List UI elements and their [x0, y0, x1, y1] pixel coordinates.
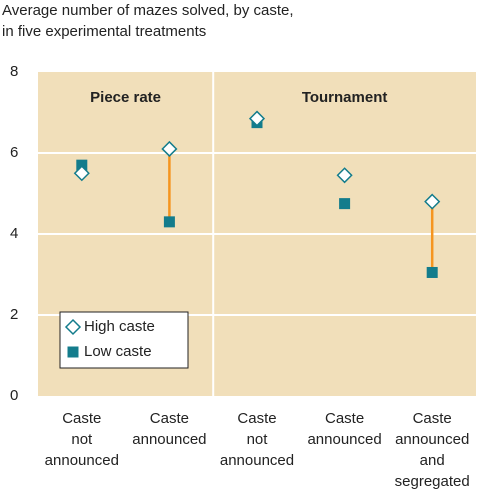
marker-diamond — [73, 165, 90, 182]
marker-diamond — [424, 193, 441, 210]
legend-label: Low caste — [84, 343, 152, 360]
y-tick-label: 2 — [10, 306, 18, 323]
x-tick-label: Caste announced and segregated — [394, 410, 470, 490]
chart-title: Average number of mazes solved, by caste… — [2, 2, 294, 40]
x-tick-label: Caste announced — [132, 410, 207, 448]
marker-diamond — [336, 167, 353, 184]
y-tick-label: 8 — [10, 63, 18, 80]
marker-diamond — [161, 140, 178, 158]
marker-square — [76, 159, 88, 171]
y-tick-label: 6 — [10, 144, 18, 161]
marker-diamond — [64, 318, 82, 336]
group-label: Tournament — [302, 89, 388, 106]
y-tick-label: 0 — [10, 387, 18, 404]
legend-label: High caste — [84, 318, 155, 335]
legend-box — [59, 311, 189, 369]
x-tick-label: Caste announced — [307, 410, 382, 448]
marker-square — [339, 198, 351, 210]
marker-diamond — [248, 110, 266, 127]
marker-square — [163, 216, 175, 228]
y-tick-label: 4 — [10, 225, 18, 242]
marker-square — [426, 266, 438, 278]
x-tick-label: Caste not announced — [44, 410, 119, 469]
marker-square — [67, 346, 79, 358]
x-tick-label: Caste not announced — [219, 410, 295, 469]
group-label: Piece rate — [90, 89, 161, 106]
